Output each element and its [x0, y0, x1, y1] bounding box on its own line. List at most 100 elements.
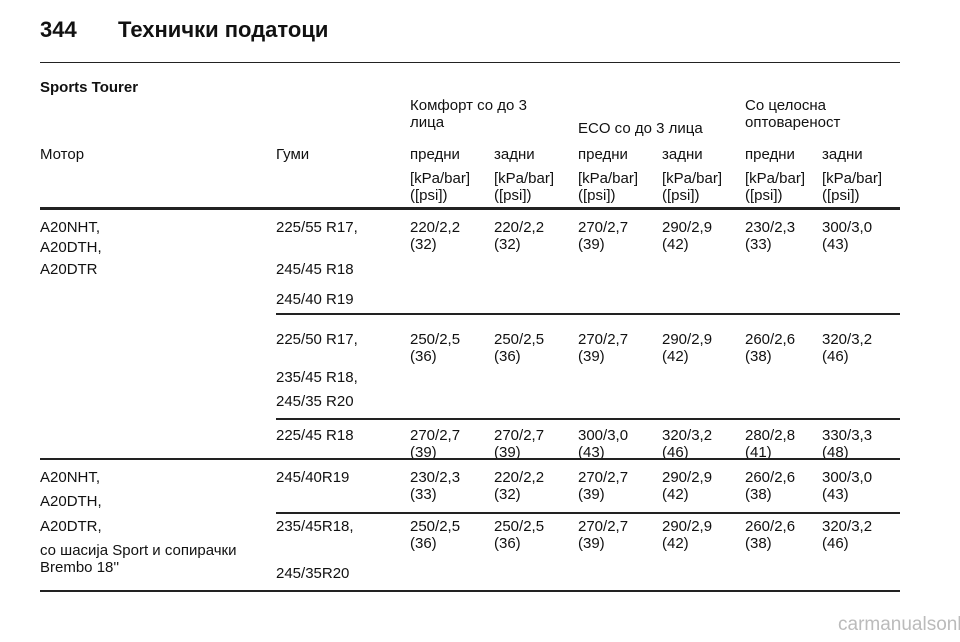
- pressure-kpa-bar: 270/2,7: [410, 427, 461, 444]
- pressure-psi: (41): [745, 444, 772, 461]
- watermark: carmanualsonline.info: [838, 614, 960, 635]
- page-title: Технички податоци: [118, 17, 329, 42]
- table-rule: [276, 418, 900, 420]
- pressure-psi: (46): [662, 444, 689, 461]
- pressure-kpa-bar: 220/2,2: [494, 219, 545, 236]
- unit-header: [kPa/bar] ([psi]): [494, 170, 555, 204]
- pressure-kpa-bar: 250/2,5: [410, 331, 461, 348]
- pressure-psi: (39): [494, 444, 521, 461]
- pressure-psi: (42): [662, 348, 689, 365]
- tire-size: 245/35R20: [276, 565, 350, 582]
- group-header: Со целосна оптовареност: [745, 97, 841, 131]
- pressure-psi: (39): [578, 486, 605, 503]
- pressure-psi: (32): [494, 486, 521, 503]
- column-header: задни: [822, 146, 863, 163]
- column-header: предни: [745, 146, 795, 163]
- table-rule: [276, 512, 900, 514]
- pressure-psi: (32): [410, 236, 437, 253]
- pressure-psi: (39): [578, 348, 605, 365]
- pressure-kpa-bar: 250/2,5: [494, 331, 545, 348]
- column-header: задни: [494, 146, 535, 163]
- pressure-psi: (42): [662, 486, 689, 503]
- column-header: предни: [410, 146, 460, 163]
- pressure-psi: (39): [578, 535, 605, 552]
- tire-size: 235/45R18,: [276, 518, 354, 535]
- pressure-psi: (38): [745, 486, 772, 503]
- pressure-psi: (43): [578, 444, 605, 461]
- pressure-kpa-bar: 280/2,8: [745, 427, 796, 444]
- unit-header: [kPa/bar] ([psi]): [578, 170, 639, 204]
- pressure-kpa-bar: 270/2,7: [578, 331, 629, 348]
- pressure-psi: (36): [494, 535, 521, 552]
- column-header: Мотор: [40, 146, 85, 163]
- pressure-psi: (38): [745, 348, 772, 365]
- pressure-kpa-bar: 290/2,9: [662, 331, 713, 348]
- pressure-psi: (46): [822, 535, 849, 552]
- column-header: задни: [662, 146, 703, 163]
- pressure-kpa-bar: 290/2,9: [662, 219, 713, 236]
- pressure-kpa-bar: 300/3,0: [822, 219, 873, 236]
- engine: A20DTH,: [40, 493, 102, 510]
- pressure-psi: (43): [822, 236, 849, 253]
- pressure-kpa-bar: 230/2,3: [745, 219, 796, 236]
- pressure-kpa-bar: 230/2,3: [410, 469, 461, 486]
- group-header: ECO со до 3 лица: [578, 120, 703, 137]
- unit-header: [kPa/bar] ([psi]): [410, 170, 471, 204]
- pressure-kpa-bar: 300/3,0: [822, 469, 873, 486]
- tire-size: 225/55 R17,: [276, 219, 358, 236]
- group-header: Комфорт со до 3 лица: [410, 97, 527, 131]
- tire-size: 225/45 R18: [276, 427, 354, 444]
- pressure-kpa-bar: 320/3,2: [822, 331, 873, 348]
- table-rule: [40, 458, 900, 460]
- table-rule: [40, 207, 900, 210]
- pressure-kpa-bar: 250/2,5: [494, 518, 545, 535]
- table-rule: [40, 590, 900, 592]
- pressure-psi: (42): [662, 236, 689, 253]
- tire-size: 245/35 R20: [276, 393, 354, 410]
- engine: со шасија Sport и сопирачки Brembo 18'': [40, 542, 237, 576]
- pressure-psi: (33): [745, 236, 772, 253]
- header-rule: [40, 62, 900, 63]
- pressure-kpa-bar: 260/2,6: [745, 469, 796, 486]
- page-number: 344: [40, 17, 77, 42]
- unit-header: [kPa/bar] ([psi]): [745, 170, 806, 204]
- pressure-kpa-bar: 220/2,2: [410, 219, 461, 236]
- pressure-psi: (36): [410, 535, 437, 552]
- pressure-psi: (43): [822, 486, 849, 503]
- pressure-kpa-bar: 290/2,9: [662, 518, 713, 535]
- tire-size: 245/40 R19: [276, 291, 354, 308]
- section-title: Sports Tourer: [40, 79, 139, 96]
- pressure-kpa-bar: 260/2,6: [745, 331, 796, 348]
- pressure-psi: (39): [410, 444, 437, 461]
- pressure-psi: (46): [822, 348, 849, 365]
- engine: A20DTR: [40, 261, 98, 278]
- pressure-psi: (38): [745, 535, 772, 552]
- pressure-psi: (42): [662, 535, 689, 552]
- tire-size: 245/45 R18: [276, 261, 354, 278]
- pressure-kpa-bar: 300/3,0: [578, 427, 629, 444]
- tire-size: 245/40R19: [276, 469, 350, 486]
- pressure-kpa-bar: 320/3,2: [662, 427, 713, 444]
- pressure-kpa-bar: 320/3,2: [822, 518, 873, 535]
- pressure-kpa-bar: 270/2,7: [578, 469, 629, 486]
- engine: A20NHT,: [40, 469, 101, 486]
- pressure-psi: (48): [822, 444, 849, 461]
- pressure-psi: (33): [410, 486, 437, 503]
- tire-size: 235/45 R18,: [276, 369, 358, 386]
- column-header: Гуми: [276, 146, 310, 163]
- pressure-psi: (32): [494, 236, 521, 253]
- pressure-kpa-bar: 330/3,3: [822, 427, 873, 444]
- pressure-kpa-bar: 260/2,6: [745, 518, 796, 535]
- engine: A20NHT,: [40, 219, 101, 236]
- pressure-kpa-bar: 270/2,7: [578, 219, 629, 236]
- table-rule: [276, 313, 900, 315]
- pressure-kpa-bar: 270/2,7: [494, 427, 545, 444]
- tire-size: 225/50 R17,: [276, 331, 358, 348]
- pressure-kpa-bar: 250/2,5: [410, 518, 461, 535]
- pressure-psi: (36): [494, 348, 521, 365]
- unit-header: [kPa/bar] ([psi]): [662, 170, 723, 204]
- pressure-kpa-bar: 290/2,9: [662, 469, 713, 486]
- pressure-psi: (36): [410, 348, 437, 365]
- pressure-kpa-bar: 220/2,2: [494, 469, 545, 486]
